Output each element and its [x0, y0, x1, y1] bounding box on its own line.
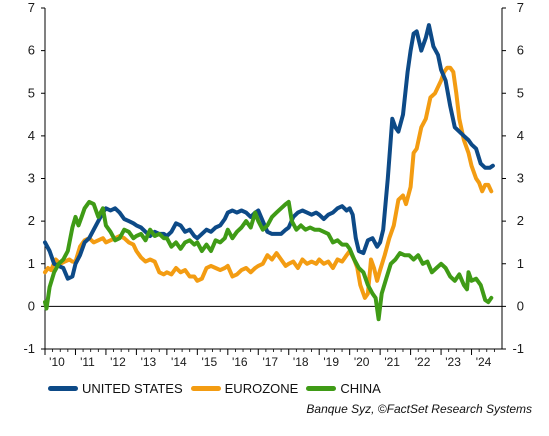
left-tick-label: 2	[28, 213, 35, 228]
right-tick-label: 7	[517, 0, 524, 15]
x-axis: '10 '11 '12 '13 '14 '15 '16 '17 '18 '19 '20 '21 '22 '…	[44, 349, 495, 369]
legend-item-eurozone: EUROZONE	[190, 381, 299, 396]
legend-swatch-united-states	[48, 386, 78, 391]
left-tick-label: 1	[28, 256, 35, 271]
source-note: Banque Syz, ©FactSet Research Systems	[306, 402, 532, 416]
right-tick-label: 0	[517, 298, 524, 313]
left-tick-label: 3	[28, 171, 35, 186]
right-tick-label: 1	[517, 256, 524, 271]
x-tick-label: '11	[80, 355, 95, 369]
right-tick-label: -1	[512, 341, 524, 356]
legend-label-united-states: UNITED STATES	[82, 381, 183, 396]
legend-item-china: CHINA	[306, 381, 381, 396]
legend-swatch-eurozone	[190, 386, 221, 391]
left-tick-label: 6	[28, 43, 35, 58]
right-tick-label: 5	[517, 85, 524, 100]
x-tick-label: '18	[293, 355, 309, 369]
left-tick-label: 4	[28, 128, 35, 143]
x-tick-label: '17	[262, 355, 278, 369]
legend: UNITED STATES EUROZONE CHINA	[48, 381, 389, 396]
right-tick-label: 2	[517, 213, 524, 228]
x-tick-label: '22	[415, 355, 431, 369]
left-y-axis: -1 0 1 2 3 4 5 6 7	[23, 0, 45, 356]
x-tick-label: '16	[232, 355, 248, 369]
series-layer	[43, 23, 495, 322]
legend-item-united-states: UNITED STATES	[48, 381, 183, 396]
x-tick-label: '19	[323, 355, 339, 369]
left-tick-label: 0	[28, 298, 35, 313]
series-line-united-states	[43, 23, 495, 281]
x-tick-label: '14	[171, 355, 187, 369]
x-tick-label: '24	[476, 355, 492, 369]
left-tick-label: 7	[28, 0, 35, 15]
x-tick-label: '10	[49, 355, 65, 369]
x-tick-label: '12	[110, 355, 126, 369]
legend-swatch-china	[306, 386, 337, 391]
right-tick-label: 3	[517, 171, 524, 186]
right-tick-label: 4	[517, 128, 524, 143]
x-tick-label: '23	[445, 355, 461, 369]
line-chart: -1 0 1 2 3 4 5 6 7 -1 0 1 2 3 4 5 6 7 '10 '11 '12 '13 '14 '15…	[23, 0, 524, 369]
x-tick-label: '13	[141, 355, 157, 369]
right-tick-label: 6	[517, 43, 524, 58]
x-tick-label: '20	[354, 355, 370, 369]
left-tick-label: 5	[28, 85, 35, 100]
x-tick-label: '15	[202, 355, 218, 369]
legend-label-eurozone: EUROZONE	[224, 381, 299, 396]
series-line-china	[43, 199, 494, 322]
right-y-axis: -1 0 1 2 3 4 5 6 7	[502, 0, 524, 356]
x-tick-label: '21	[384, 355, 400, 369]
plot-frame	[44, 8, 503, 350]
left-tick-label: -1	[23, 341, 35, 356]
legend-label-china: CHINA	[340, 381, 381, 396]
